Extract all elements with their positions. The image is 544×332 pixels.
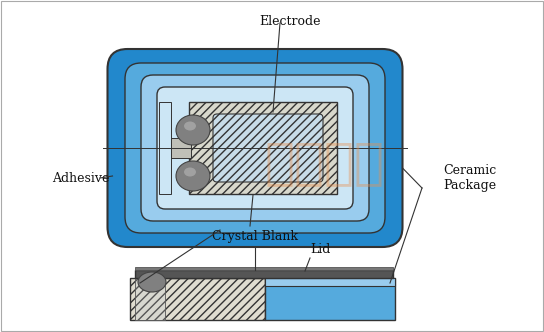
- Text: 亿金电子: 亿金电子: [265, 139, 385, 187]
- FancyBboxPatch shape: [125, 63, 385, 233]
- Bar: [159, 102, 171, 194]
- Ellipse shape: [184, 168, 196, 177]
- Bar: [130, 278, 265, 320]
- FancyBboxPatch shape: [213, 114, 323, 182]
- Text: Electrode: Electrode: [259, 15, 321, 28]
- FancyBboxPatch shape: [141, 75, 369, 221]
- Ellipse shape: [184, 122, 196, 130]
- Bar: [135, 267, 393, 270]
- Text: Lid: Lid: [310, 243, 330, 256]
- FancyBboxPatch shape: [157, 87, 353, 209]
- Text: Adhesive: Adhesive: [52, 172, 109, 185]
- Bar: [265, 278, 395, 320]
- Text: Crystal Blank: Crystal Blank: [212, 230, 298, 243]
- Bar: [189, 102, 337, 194]
- Bar: [135, 270, 393, 278]
- Ellipse shape: [138, 272, 166, 292]
- Ellipse shape: [176, 115, 210, 145]
- FancyBboxPatch shape: [108, 49, 403, 247]
- Text: Ceramic
Package: Ceramic Package: [443, 164, 497, 192]
- Ellipse shape: [176, 161, 210, 191]
- Bar: [265, 278, 395, 286]
- Bar: [135, 278, 165, 320]
- Bar: [171, 138, 191, 158]
